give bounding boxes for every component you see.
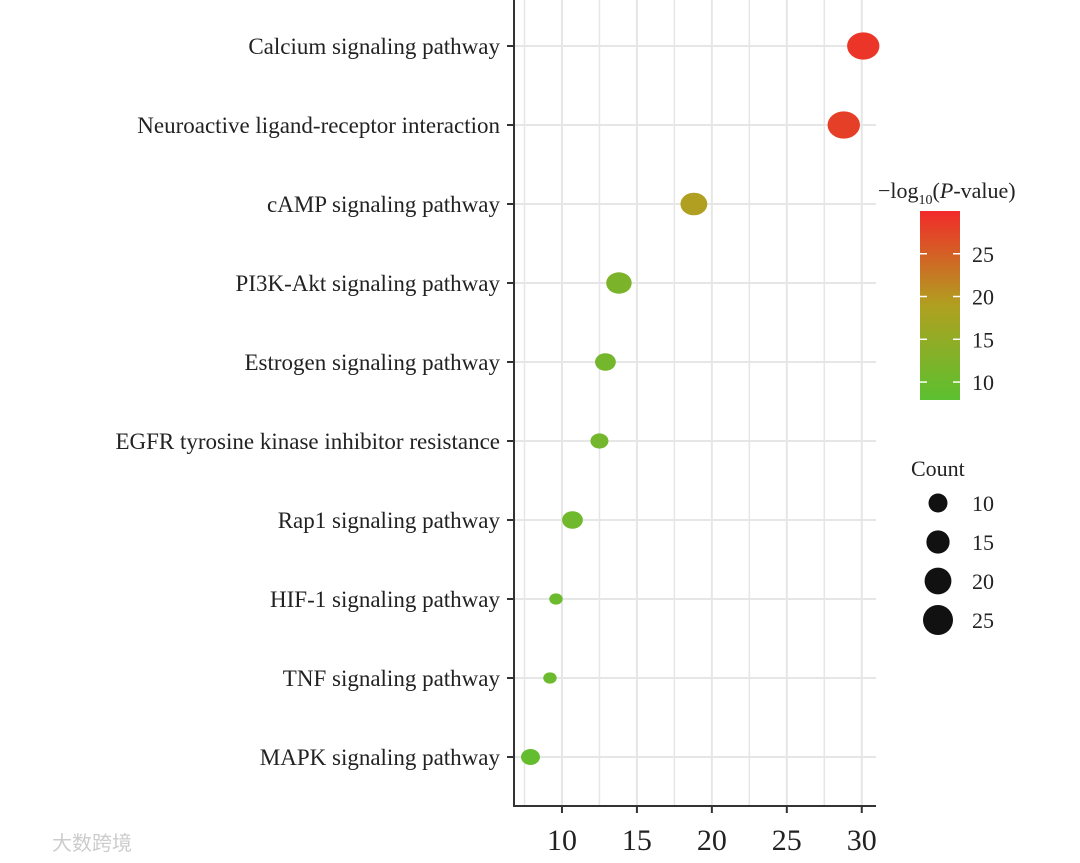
x-tick-label: 30 <box>847 824 877 857</box>
size-legend-label: 15 <box>972 530 994 555</box>
color-tick-label: 10 <box>972 370 994 395</box>
y-tick-label: cAMP signaling pathway <box>267 192 500 217</box>
data-point <box>562 511 583 529</box>
x-tick-label: 10 <box>547 824 577 857</box>
color-tick-label: 20 <box>972 285 994 310</box>
data-point <box>680 192 708 216</box>
size-legend-label: 20 <box>972 569 994 594</box>
y-tick-label: Estrogen signaling pathway <box>244 350 500 375</box>
data-point <box>847 32 880 60</box>
color-legend-title: −log10(P-value) <box>878 178 1016 208</box>
x-tick-label: 15 <box>622 824 652 857</box>
data-point <box>549 593 563 605</box>
data-point <box>827 111 860 139</box>
x-tick-label: 25 <box>772 824 802 857</box>
data-points <box>520 32 880 765</box>
y-axis-labels: Calcium signaling pathway Neuroactive lig… <box>115 34 514 770</box>
y-tick-label: Calcium signaling pathway <box>248 34 500 59</box>
y-tick-label: MAPK signaling pathway <box>260 745 501 770</box>
size-legend-dot <box>928 493 948 513</box>
grid <box>514 0 876 806</box>
data-point <box>606 272 632 294</box>
size-legend-label: 25 <box>972 608 994 633</box>
data-point <box>595 353 616 371</box>
y-tick-label: TNF signaling pathway <box>283 666 501 691</box>
size-legend-dot <box>924 567 952 595</box>
x-axis-ticks: 10 15 20 25 30 <box>547 806 877 857</box>
color-bar <box>920 211 960 400</box>
data-point <box>543 672 557 684</box>
size-legend-title: Count <box>911 456 965 481</box>
color-tick-label: 15 <box>972 327 994 352</box>
data-point <box>520 749 540 765</box>
size-legend: Count 10 15 20 25 <box>911 456 994 636</box>
y-tick-label: Rap1 signaling pathway <box>278 508 501 533</box>
size-legend-dot <box>926 530 950 554</box>
color-legend: −log10(P-value) 25 20 15 10 <box>878 178 1016 400</box>
y-tick-label: PI3K-Akt signaling pathway <box>236 271 501 296</box>
data-point <box>590 433 609 449</box>
color-tick-label: 25 <box>972 242 994 267</box>
watermark: 大数跨境 <box>52 831 132 855</box>
size-legend-dot <box>922 604 954 636</box>
y-tick-label: Neuroactive ligand-receptor interaction <box>137 113 500 138</box>
y-tick-label: EGFR tyrosine kinase inhibitor resistanc… <box>115 429 500 454</box>
size-legend-label: 10 <box>972 491 994 516</box>
y-tick-label: HIF-1 signaling pathway <box>270 587 500 612</box>
x-tick-label: 20 <box>697 824 727 857</box>
